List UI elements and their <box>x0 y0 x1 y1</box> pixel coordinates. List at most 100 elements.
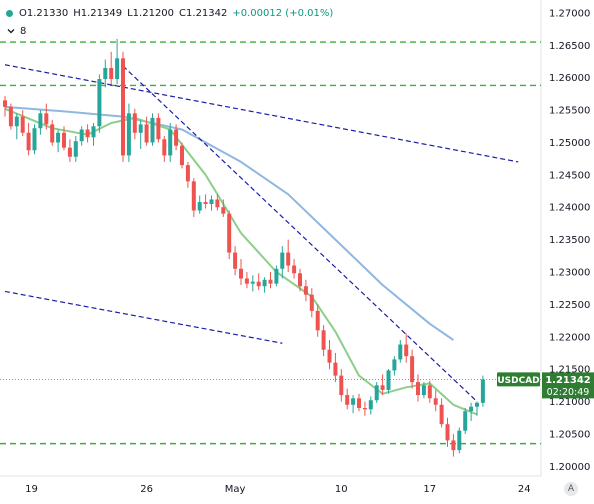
candle-body <box>197 202 202 211</box>
candle-body <box>97 79 102 127</box>
price-tick-label: 1.26500 <box>549 41 590 52</box>
candle-body <box>351 398 356 405</box>
candle <box>250 275 255 292</box>
candle-body <box>121 58 125 156</box>
candle-body <box>427 385 432 399</box>
candle-body <box>91 126 96 138</box>
candle-body <box>215 199 220 208</box>
change-value: +0.00012 (+0.01%) <box>232 7 334 19</box>
candle-body <box>339 375 344 396</box>
candle-body <box>333 362 338 376</box>
candle <box>233 246 238 276</box>
price-tick-label: 1.20000 <box>549 462 590 473</box>
price-axis[interactable]: 1.27000 1.26500 1.26000 1.25500 1.25000 1.245… <box>549 8 590 472</box>
candle-body <box>327 349 332 363</box>
candle <box>256 273 261 291</box>
candle <box>73 136 78 162</box>
status-dot-icon <box>6 9 13 17</box>
candle-body <box>85 129 90 138</box>
candle <box>380 374 385 396</box>
candle-body <box>115 58 120 80</box>
candle <box>321 325 326 357</box>
candle-body <box>475 402 479 407</box>
candle <box>298 268 302 292</box>
candle-body <box>404 344 409 357</box>
candle-body <box>398 344 403 360</box>
candle-body <box>44 113 49 125</box>
candle <box>197 195 202 214</box>
candle-body <box>439 404 444 425</box>
candle <box>421 382 426 399</box>
candle-body <box>416 382 420 396</box>
time-axis[interactable]: 19 26 May 10 17 24 <box>25 484 530 495</box>
candle-body <box>227 213 232 253</box>
candle-body <box>250 281 255 284</box>
ohlc-legend: O1.21330 H1.21349 L1.21200 C1.21342 +0.0… <box>6 6 338 20</box>
candle <box>8 103 13 130</box>
time-tick-label: 10 <box>335 484 348 495</box>
price-tick-label: 1.21000 <box>549 397 590 408</box>
candle-body <box>380 385 385 390</box>
candle-body <box>457 430 462 451</box>
candle-body <box>357 398 361 408</box>
chevron-down-icon[interactable] <box>6 26 16 36</box>
candle-body <box>3 100 7 107</box>
trendline <box>4 290 283 344</box>
price-tick-label: 1.22000 <box>549 332 590 343</box>
trendlines <box>4 64 519 402</box>
candle <box>132 108 137 140</box>
candle <box>398 340 403 363</box>
candle-body <box>303 286 308 295</box>
candle <box>475 401 479 416</box>
time-tick-label: 24 <box>518 484 531 495</box>
price-tick-label: 1.24000 <box>549 203 590 214</box>
candle <box>268 272 273 289</box>
candle <box>286 239 291 272</box>
candle <box>3 95 7 117</box>
candle <box>121 51 125 162</box>
candle-body <box>480 379 485 403</box>
gear-icon[interactable]: A <box>564 482 578 496</box>
price-tick-label: 1.23500 <box>549 235 590 246</box>
candle <box>439 398 444 428</box>
close-value: C1.21342 <box>179 7 228 19</box>
candle-body <box>8 106 13 127</box>
candle <box>368 396 373 415</box>
candle-body <box>469 406 474 412</box>
candle-body <box>150 117 155 143</box>
candle <box>126 103 131 162</box>
candle <box>156 113 161 143</box>
candle <box>174 124 179 151</box>
symbol-tag <box>497 372 540 387</box>
candle-body <box>38 113 43 129</box>
indicators-toggle[interactable]: 8 <box>6 24 26 38</box>
candle <box>457 427 462 454</box>
candle-body <box>144 124 149 143</box>
candle <box>180 142 184 169</box>
candle-body <box>233 252 238 269</box>
candle <box>191 178 196 217</box>
candle <box>239 259 243 285</box>
candle-body <box>262 279 267 287</box>
low-value: L1.21200 <box>127 7 175 19</box>
candle <box>144 116 149 146</box>
last-price-tag <box>542 372 594 399</box>
candle-body <box>185 165 190 182</box>
candle-body <box>67 147 72 157</box>
candle <box>339 369 344 402</box>
candle-body <box>126 113 131 156</box>
candle <box>91 123 96 146</box>
candle <box>362 401 367 416</box>
candle-body <box>109 68 114 80</box>
candle <box>351 395 356 414</box>
candle <box>480 375 485 407</box>
candle-body <box>162 139 167 156</box>
candle <box>315 304 320 337</box>
price-tick-label: 1.26000 <box>549 73 590 84</box>
candle-body <box>221 207 226 214</box>
candle-body <box>239 268 243 279</box>
candle <box>280 246 285 279</box>
candle <box>56 129 61 153</box>
